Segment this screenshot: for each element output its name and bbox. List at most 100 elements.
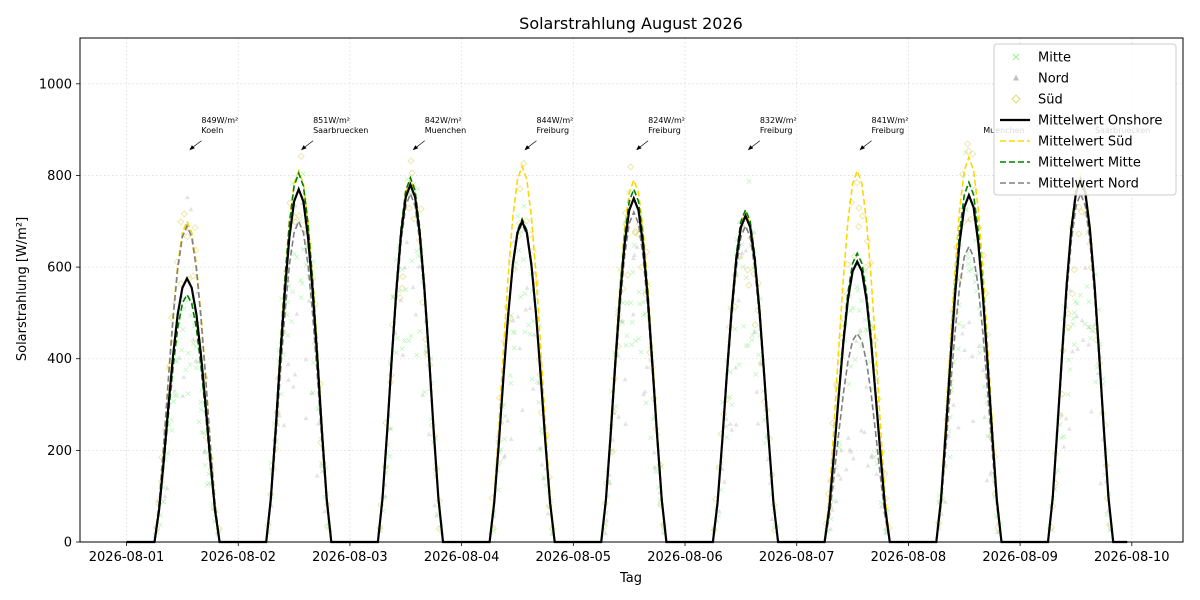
legend-marker-mitte bbox=[1012, 53, 1020, 61]
scatter-point-sued bbox=[183, 233, 192, 241]
scatter-point-nord bbox=[862, 429, 867, 435]
scatter-point-mitte bbox=[515, 213, 521, 219]
scatter-point-mitte bbox=[749, 332, 755, 338]
scatter-point-nord bbox=[188, 206, 194, 212]
scatter-point-nord bbox=[838, 447, 844, 453]
scatter-point-sued bbox=[210, 503, 218, 512]
scatter-point-nord bbox=[754, 389, 760, 394]
scatter-point-mitte bbox=[539, 430, 545, 436]
scatter-point-mitte bbox=[963, 150, 969, 156]
scatter-point-mitte bbox=[285, 333, 291, 338]
scatter-point-nord bbox=[850, 455, 856, 461]
scatter-point-mitte bbox=[399, 346, 405, 352]
scatter-point-mitte bbox=[403, 287, 409, 293]
scatter-point-mitte bbox=[653, 469, 659, 475]
scatter-point-mitte bbox=[408, 333, 414, 339]
scatter-point-mitte bbox=[1084, 283, 1090, 289]
scatter-point-mitte bbox=[404, 176, 410, 182]
scatter-point-mitte bbox=[521, 203, 527, 209]
scatter-point-nord bbox=[162, 494, 168, 499]
x-tick-label: 2026-08-09 bbox=[982, 550, 1058, 565]
annotation-station: Freiburg bbox=[536, 126, 569, 135]
scatter-point-mitte bbox=[417, 328, 423, 334]
scatter-point-sued bbox=[523, 217, 531, 225]
scatter-point-mitte bbox=[643, 400, 649, 406]
scatter-point-nord bbox=[634, 244, 640, 249]
scatter-point-mitte bbox=[642, 311, 648, 317]
scatter-point-nord bbox=[988, 469, 994, 475]
scatter-point-sued bbox=[859, 212, 867, 220]
scatter-point-nord bbox=[980, 367, 986, 372]
scatter-point-nord bbox=[515, 314, 521, 319]
scatter-point-nord bbox=[751, 229, 757, 235]
annotation-value: 851W/m² bbox=[313, 116, 350, 125]
scatter-point-nord bbox=[868, 454, 874, 459]
scatter-point-sued bbox=[295, 212, 303, 220]
scatter-point-mitte bbox=[1086, 299, 1092, 305]
scatter-point-nord bbox=[420, 392, 426, 397]
scatter-point-nord bbox=[733, 422, 739, 427]
scatter-point-mitte bbox=[740, 264, 746, 270]
scatter-point-nord bbox=[538, 445, 543, 450]
annotation-station: Saarbruecken bbox=[313, 126, 368, 135]
scatter-point-mitte bbox=[495, 487, 501, 493]
scatter-point-nord bbox=[1066, 426, 1072, 431]
annotation-value: 849W/m² bbox=[201, 116, 238, 125]
scatter-point-mitte bbox=[298, 295, 304, 300]
scatter-point-nord bbox=[863, 384, 869, 389]
scatter-point-mitte bbox=[198, 407, 204, 413]
scatter-point-mitte bbox=[198, 399, 204, 405]
scatter-point-nord bbox=[828, 526, 834, 532]
scatter-point-mitte bbox=[636, 289, 642, 295]
scatter-point-nord bbox=[843, 466, 849, 472]
scatter-point-mitte bbox=[1071, 310, 1077, 316]
legend-marker-sued bbox=[1011, 94, 1021, 104]
legend-label: Mittelwert Mitte bbox=[1038, 156, 1141, 171]
scatter-point-mitte bbox=[171, 399, 177, 405]
scatter-point-mitte bbox=[1067, 366, 1073, 372]
scatter-point-mitte bbox=[631, 242, 637, 248]
scatter-point-mitte bbox=[415, 186, 421, 192]
scatter-point-nord bbox=[290, 384, 296, 389]
y-tick-label: 400 bbox=[47, 352, 72, 367]
chart-title: Solarstrahlung August 2026 bbox=[519, 14, 743, 33]
scatter-point-sued bbox=[191, 224, 199, 232]
scatter-point-nord bbox=[434, 513, 440, 518]
annotation-value: 842W/m² bbox=[425, 116, 462, 125]
scatter-point-nord bbox=[316, 421, 321, 426]
scatter-point-mitte bbox=[206, 480, 212, 486]
scatter-point-mitte bbox=[857, 308, 863, 314]
scatter-point-mitte bbox=[310, 390, 316, 396]
scatter-point-mitte bbox=[1070, 316, 1076, 322]
scatter-point-nord bbox=[966, 319, 972, 325]
scatter-point-nord bbox=[180, 393, 186, 398]
scatter-point-mitte bbox=[511, 345, 517, 351]
scatter-point-mitte bbox=[850, 305, 856, 311]
scatter-point-mitte bbox=[761, 417, 767, 423]
scatter-point-mitte bbox=[969, 266, 975, 272]
scatter-point-nord bbox=[400, 352, 406, 357]
scatter-point-mitte bbox=[878, 500, 884, 505]
annotation-arrowhead bbox=[301, 145, 307, 151]
y-tick-label: 200 bbox=[47, 444, 72, 459]
scatter-point-mitte bbox=[298, 277, 304, 283]
scatter-point-mitte bbox=[527, 331, 533, 337]
scatter-point-sued bbox=[829, 419, 837, 427]
scatter-point-nord bbox=[541, 476, 546, 481]
scatter-point-mitte bbox=[848, 363, 854, 369]
scatter-point-sued bbox=[627, 163, 635, 171]
scatter-point-sued bbox=[407, 157, 415, 165]
annotation-station: Freiburg bbox=[760, 126, 793, 135]
scatter-point-mitte bbox=[529, 376, 535, 382]
scatter-point-nord bbox=[858, 428, 864, 433]
scatter-point-mitte bbox=[502, 436, 508, 442]
scatter-point-mitte bbox=[507, 372, 513, 378]
scatter-point-nord bbox=[847, 447, 853, 452]
scatter-point-mitte bbox=[201, 430, 207, 436]
scatter-point-mitte bbox=[193, 365, 199, 371]
scatter-point-mitte bbox=[390, 294, 396, 300]
scatter-point-mitte bbox=[955, 346, 961, 352]
scatter-point-mitte bbox=[724, 434, 730, 440]
scatter-point-mitte bbox=[1066, 357, 1072, 363]
scatter-point-nord bbox=[982, 414, 987, 420]
